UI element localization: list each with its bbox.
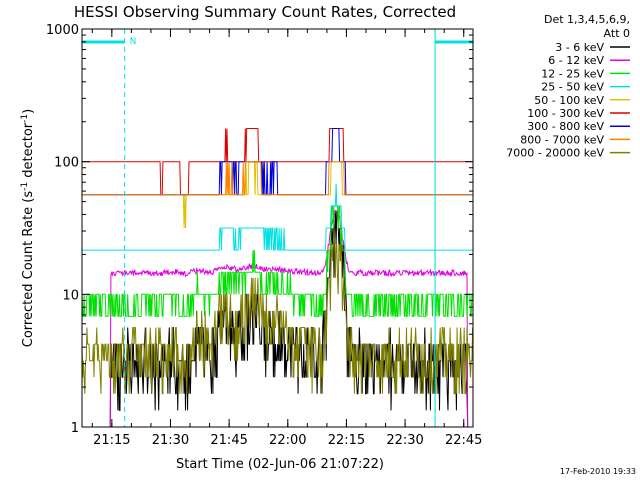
series-line-3 [82,183,473,251]
legend-label-0: 3 - 6 keV [555,41,604,54]
y-axis-label-main: Corrected Count Rate (s [21,191,36,348]
x-tick-label-4: 22:15 [328,433,365,448]
x-tick-label-5: 22:30 [386,433,423,448]
legend-header-detectors: Det 1,3,4,5,6,9, [544,13,630,26]
x-tick-label-1: 21:30 [152,433,189,448]
legend-label-7: 800 - 7000 keV [520,133,604,146]
y-axis-label-exponent-1: -1 [20,182,30,191]
legend-label-1: 6 - 12 keV [548,54,604,67]
series-line-7 [82,161,473,196]
y-tick-label-3: 1000 [46,23,79,38]
x-tick-label-3: 22:00 [269,433,306,448]
series-line-1 [82,209,473,428]
chart-title: HESSI Observing Summary Count Rates, Cor… [74,3,456,21]
legend-label-4: 50 - 100 keV [534,94,604,107]
y-axis-label-exponent-2: -1 [20,114,30,123]
y-tick-label-2: 100 [54,156,79,171]
x-tick-label-6: 22:45 [445,433,482,448]
y-axis-label: Corrected Count Rate (s-1 detector-1) [20,109,36,347]
plot-axes: 1 10 100 1000 21:15 21:30 21:45 22:00 22:15 22:30… [46,23,483,448]
x-axis-label: Start Time (02-Jun-06 21:07:22) [176,457,384,472]
generation-timestamp: 17-Feb-2010 19:33 [560,467,636,476]
series-line-2 [81,205,473,317]
legend-label-2: 12 - 25 keV [541,67,604,80]
legend-label-8: 7000 - 20000 keV [506,147,604,160]
y-axis-label-close: ) [21,109,36,114]
y-tick-label-0: 1 [71,421,79,436]
night-label: N [130,37,137,47]
x-tick-label-0: 21:15 [93,433,130,448]
legend-label-5: 100 - 300 keV [527,107,604,120]
y-axis-label-unit: detector [21,122,36,182]
legend-header-attenuator: Att 0 [604,27,630,40]
legend-label-3: 25 - 50 keV [541,81,604,94]
plot-series-layer [81,128,474,428]
legend-label-6: 300 - 800 keV [527,120,604,133]
y-tick-label-1: 10 [62,288,79,303]
series-line-8 [81,227,474,395]
plot-frame [81,28,474,428]
x-tick-label-2: 21:45 [210,433,247,448]
